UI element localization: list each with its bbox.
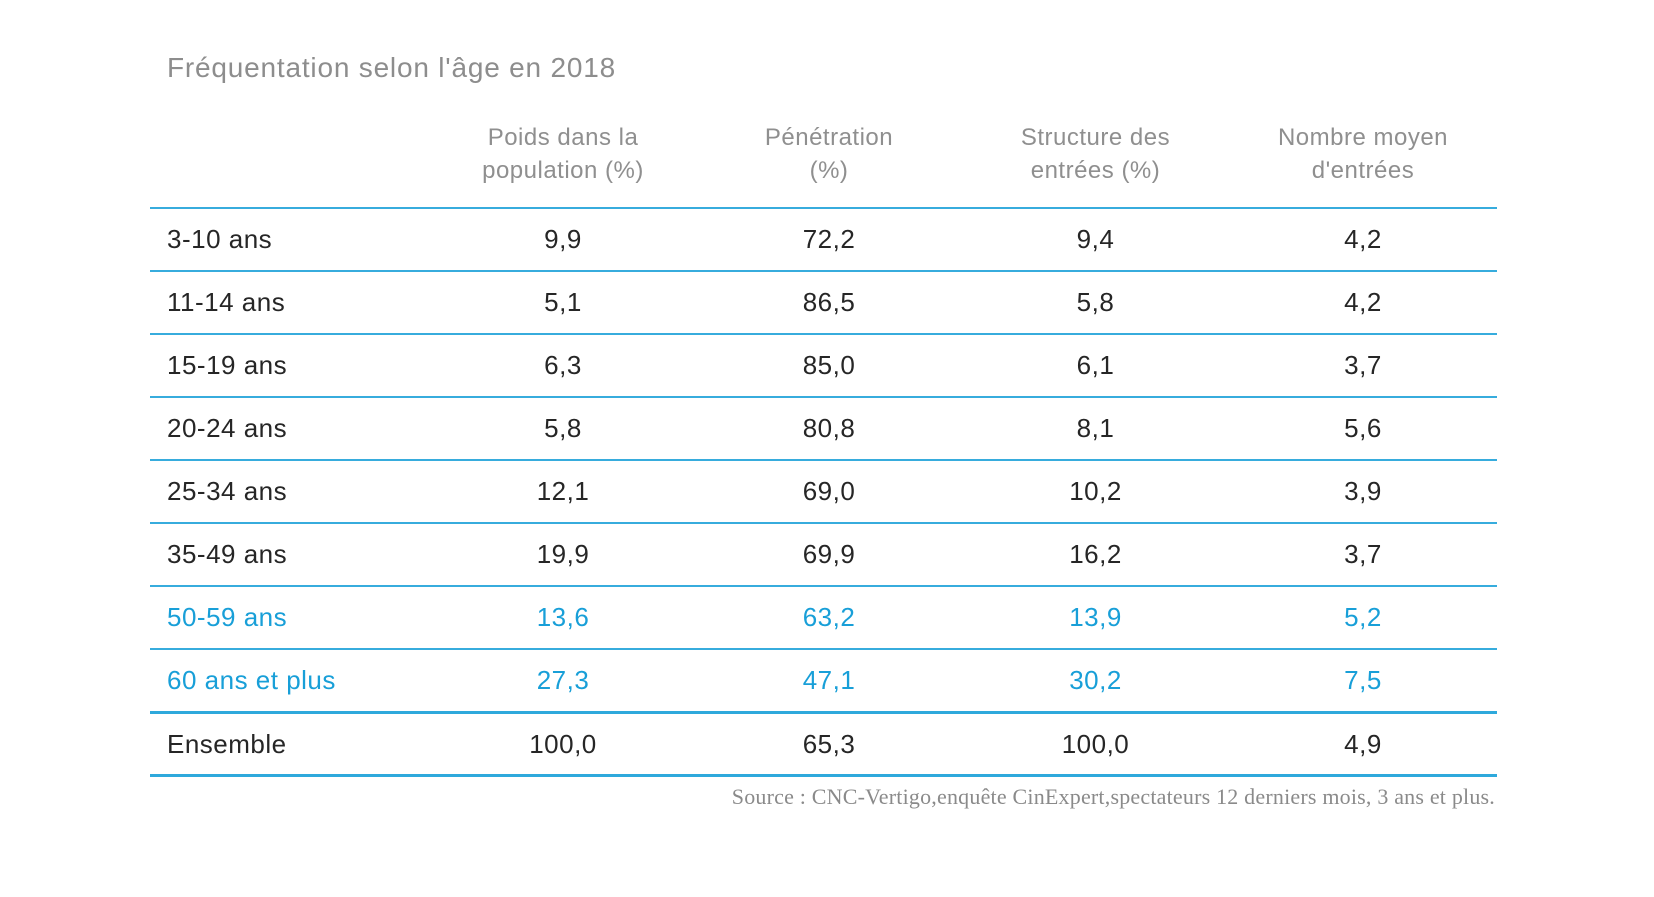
cell-penetration: 65,3 bbox=[802, 728, 856, 759]
cell-nombre-moyen: 7,5 bbox=[1344, 665, 1382, 695]
cell-poids-population: 19,9 bbox=[536, 539, 590, 569]
cell-penetration: 80,8 bbox=[802, 413, 856, 443]
table-row-25-34-ans: 25-34 ans 12,1 69,0 10,2 3,9 bbox=[150, 459, 1497, 522]
cell-structure-entrees: 16,2 bbox=[1069, 539, 1122, 569]
cell-poids-population: 12,1 bbox=[536, 476, 590, 506]
table-row-60-ans-et-plus: 60 ans et plus 27,3 47,1 30,2 7,5 bbox=[150, 648, 1497, 711]
table-row-35-49-ans: 35-49 ans 19,9 69,9 16,2 3,7 bbox=[150, 522, 1497, 585]
cell-structure-entrees: 100,0 bbox=[1061, 728, 1130, 759]
row-label: Ensemble bbox=[167, 728, 287, 759]
table-row-50-59-ans: 50-59 ans 13,6 63,2 13,9 5,2 bbox=[150, 585, 1497, 648]
cell-poids-population: 5,8 bbox=[544, 413, 582, 443]
cell-poids-population: 13,6 bbox=[536, 602, 590, 632]
cell-nombre-moyen: 4,9 bbox=[1344, 728, 1382, 759]
cell-structure-entrees: 10,2 bbox=[1069, 476, 1122, 506]
cell-poids-population: 100,0 bbox=[529, 728, 597, 759]
cell-penetration: 85,0 bbox=[802, 350, 856, 380]
cell-nombre-moyen: 3,7 bbox=[1344, 539, 1382, 569]
row-label: 25-34 ans bbox=[167, 476, 288, 506]
row-label: 11-14 ans bbox=[167, 287, 286, 317]
table-row-15-19-ans: 15-19 ans 6,3 85,0 6,1 3,7 bbox=[150, 333, 1497, 396]
cell-structure-entrees: 5,8 bbox=[1076, 287, 1115, 317]
figure-title: Fréquentation selon l'âge en 2018 bbox=[167, 52, 616, 83]
header-cell-structure-entrees: Structure des entrées (%) bbox=[1020, 124, 1171, 184]
age-attendance-table: Poids dans la population (%) Pénétration… bbox=[150, 110, 1497, 777]
row-label: 60 ans et plus bbox=[167, 665, 336, 695]
row-label: 15-19 ans bbox=[167, 350, 288, 380]
row-label: 20-24 ans bbox=[167, 413, 288, 443]
cell-structure-entrees: 6,1 bbox=[1076, 350, 1115, 380]
cell-nombre-moyen: 3,7 bbox=[1344, 350, 1382, 380]
header-cell-poids-population: Poids dans la population (%) bbox=[482, 124, 644, 184]
cell-structure-entrees: 30,2 bbox=[1069, 665, 1122, 695]
header-cell-nombre-moyen: Nombre moyen d'entrées bbox=[1277, 124, 1449, 184]
header-cell-empty bbox=[150, 187, 430, 207]
header-cell-penetration: Pénétration (%) bbox=[764, 124, 894, 184]
cell-nombre-moyen: 4,2 bbox=[1344, 224, 1382, 254]
cell-penetration: 72,2 bbox=[802, 224, 856, 254]
table-row-3-10-ans: 3-10 ans 9,9 72,2 9,4 4,2 bbox=[150, 207, 1497, 270]
cell-structure-entrees: 9,4 bbox=[1076, 224, 1115, 254]
cell-structure-entrees: 8,1 bbox=[1076, 413, 1115, 443]
table-header-row: Poids dans la population (%) Pénétration… bbox=[150, 110, 1497, 207]
cell-nombre-moyen: 4,2 bbox=[1344, 287, 1382, 317]
cell-poids-population: 6,3 bbox=[544, 350, 582, 380]
table-row-ensemble: Ensemble 100,0 65,3 100,0 4,9 bbox=[150, 711, 1497, 774]
cell-penetration: 69,0 bbox=[802, 476, 856, 506]
cell-penetration: 63,2 bbox=[802, 602, 856, 632]
cell-nombre-moyen: 5,6 bbox=[1344, 413, 1382, 443]
row-label: 35-49 ans bbox=[167, 539, 288, 569]
table-row-20-24-ans: 20-24 ans 5,8 80,8 8,1 5,6 bbox=[150, 396, 1497, 459]
cell-poids-population: 5,1 bbox=[544, 287, 582, 317]
source-note: Source : CNC-Vertigo,enquête CinExpert,s… bbox=[731, 784, 1495, 809]
cell-nombre-moyen: 3,9 bbox=[1344, 476, 1382, 506]
cell-poids-population: 27,3 bbox=[536, 665, 590, 695]
cell-penetration: 69,9 bbox=[802, 539, 856, 569]
row-label: 50-59 ans bbox=[167, 602, 288, 632]
row-label: 3-10 ans bbox=[167, 224, 273, 254]
cell-poids-population: 9,9 bbox=[544, 224, 582, 254]
table-row-11-14-ans: 11-14 ans 5,1 86,5 5,8 4,2 bbox=[150, 270, 1497, 333]
cell-nombre-moyen: 5,2 bbox=[1344, 602, 1382, 632]
cell-structure-entrees: 13,9 bbox=[1069, 602, 1122, 632]
cell-penetration: 47,1 bbox=[802, 665, 856, 695]
cell-penetration: 86,5 bbox=[802, 287, 856, 317]
